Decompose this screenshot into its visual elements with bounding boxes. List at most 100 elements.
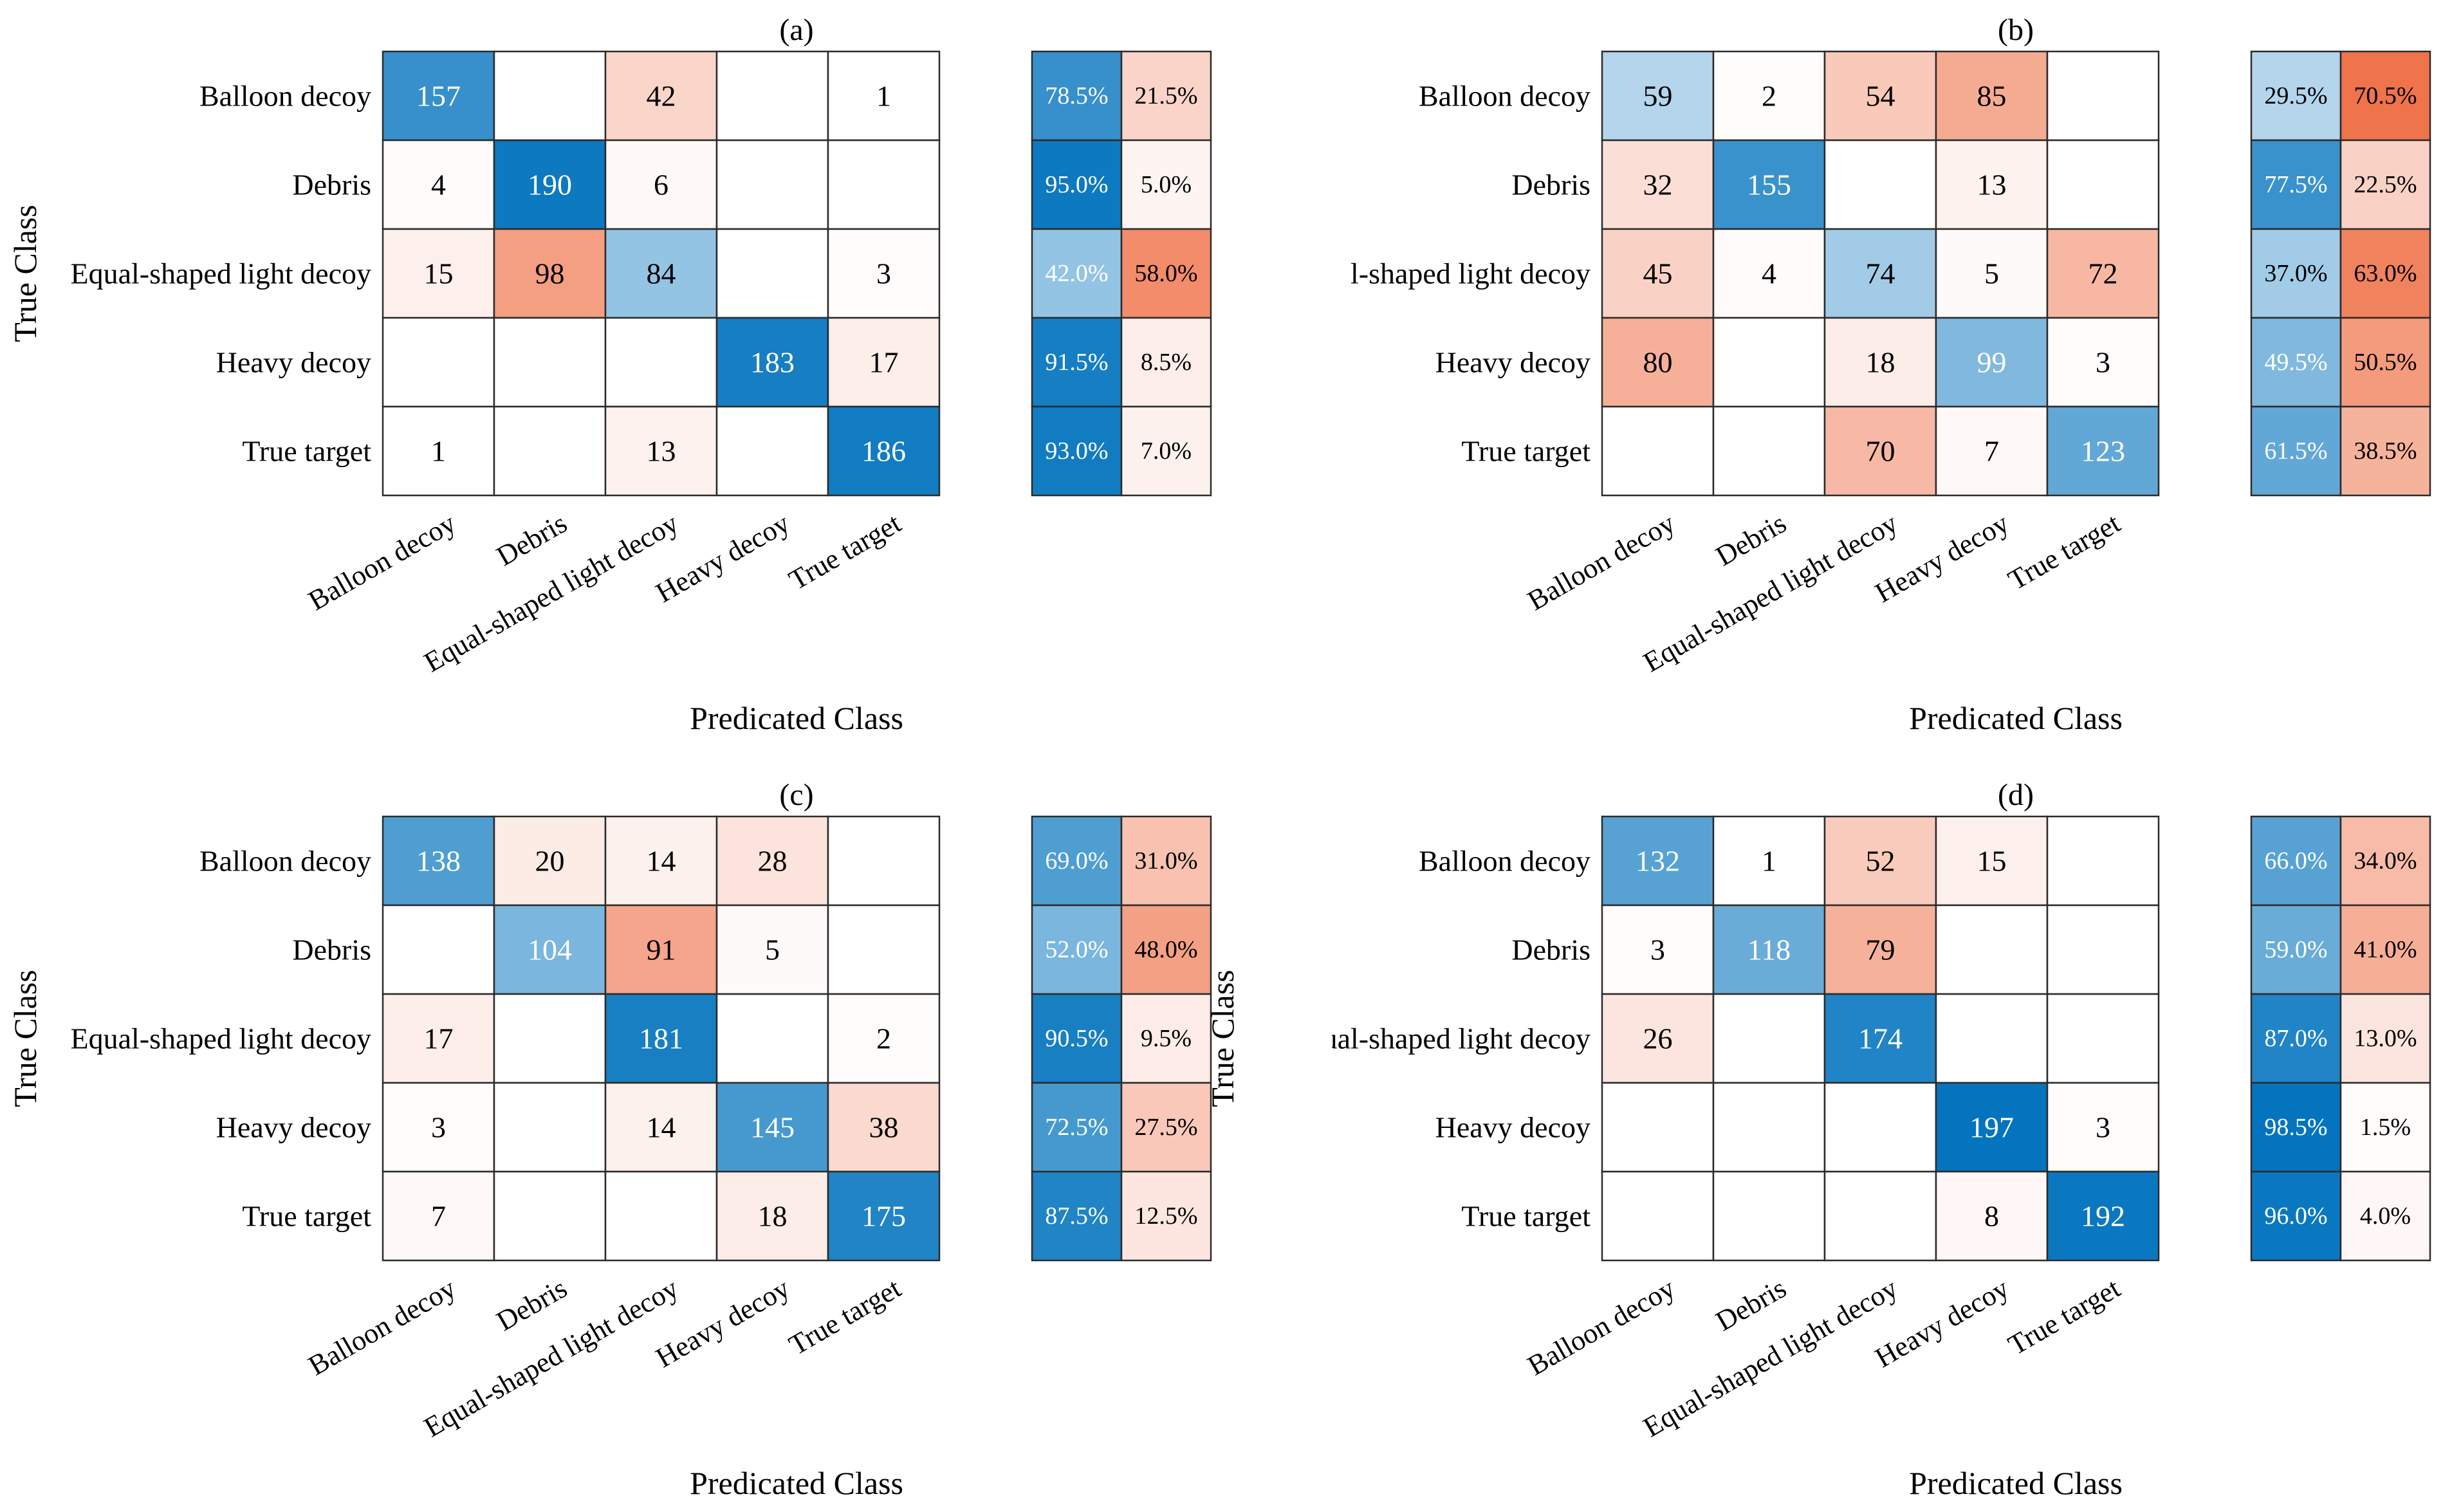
matrix-cell: [382, 405, 495, 497]
matrix-value: 18: [758, 1200, 788, 1233]
matrix-value: 91: [647, 934, 676, 966]
matrix-cell: [1712, 317, 1826, 408]
panel-2: 59 2 54 85 32 155 13 45 4 74 5 72 80 18 99 3 70 7 123 29.5%…: [1351, 13, 2431, 736]
matrix-value: 1: [431, 435, 446, 468]
matrix-value: 15: [424, 257, 454, 290]
column-label: Debris: [1710, 1272, 1791, 1337]
error-rate-value: 34.0%: [2354, 847, 2417, 874]
matrix-value: 2: [876, 1022, 891, 1055]
recall-value: 77.5%: [2264, 171, 2327, 198]
matrix-value: 190: [528, 169, 572, 201]
matrix-cell: [1601, 228, 1715, 319]
row-label: Heavy decoy: [1435, 346, 1590, 379]
matrix-cell: [1935, 317, 2049, 408]
recall-cell: [2250, 1170, 2342, 1262]
recall-cell: [2250, 139, 2342, 230]
matrix-value: 186: [862, 435, 906, 468]
row-label: Balloon decoy: [199, 845, 371, 878]
matrix-value: 1: [876, 80, 891, 113]
error-rate-value: 70.5%: [2354, 82, 2417, 109]
matrix-value: 3: [2096, 1111, 2110, 1144]
error-rate-value: 9.5%: [1141, 1025, 1192, 1052]
error-rate-cell: [1120, 993, 1212, 1084]
row-label: Balloon decoy: [199, 80, 371, 113]
matrix-value: 123: [2081, 435, 2125, 468]
matrix-value: 3: [431, 1111, 446, 1144]
matrix-cell: [1823, 1170, 1937, 1262]
error-rate-cell: [2339, 228, 2431, 319]
matrix-cell: [1823, 1082, 1937, 1173]
matrix-cell: [2046, 1170, 2160, 1262]
matrix-cell: [1823, 993, 1937, 1084]
matrix-cell: [493, 1082, 607, 1173]
matrix-cell: [493, 1170, 607, 1262]
matrix-cell: [2046, 50, 2160, 142]
matrix-cell: [827, 405, 941, 497]
recall-cell: [1031, 993, 1123, 1084]
matrix-value: 175: [862, 1200, 906, 1233]
recall-cell: [2250, 904, 2342, 995]
column-label: Debris: [491, 1272, 572, 1337]
matrix-cell: [827, 228, 941, 319]
recall-cell: [1031, 815, 1123, 907]
error-rate-cell: [2339, 815, 2431, 907]
error-rate-cell: [2339, 317, 2431, 408]
matrix-value: 85: [1977, 80, 2007, 113]
error-rate-cell: [2339, 993, 2431, 1084]
matrix-cell: [1712, 405, 1826, 497]
recall-cell: [2250, 50, 2342, 142]
matrix-cell: [1712, 815, 1826, 907]
row-label: True target: [1461, 435, 1590, 468]
matrix-cell: [2046, 904, 2160, 995]
matrix-cell: [827, 993, 941, 1084]
matrix-value: 79: [1866, 934, 1895, 966]
row-label: Debris: [1511, 169, 1590, 201]
matrix-cell: [827, 1082, 941, 1173]
recall-cell: [1031, 50, 1123, 142]
matrix-value: 5: [1984, 257, 1999, 290]
matrix-value: 118: [1747, 934, 1791, 966]
column-label: True target: [784, 507, 907, 596]
matrix-cell: [827, 50, 941, 142]
matrix-cell: [827, 904, 941, 995]
matrix-value: 3: [2096, 346, 2110, 379]
matrix-value: 192: [2081, 1200, 2125, 1233]
matrix-cell: [827, 815, 941, 907]
matrix-cell: [1712, 993, 1826, 1084]
recall-value: 69.0%: [1045, 847, 1108, 874]
recall-cell: [2250, 815, 2342, 907]
matrix-value: 13: [1977, 169, 2007, 201]
matrix-value: 54: [1866, 80, 1895, 113]
matrix-cell: [604, 317, 718, 408]
matrix-cell: [1601, 139, 1715, 230]
matrix-value: 183: [750, 346, 795, 379]
matrix-cell: [715, 904, 829, 995]
error-rate-value: 27.5%: [1134, 1114, 1197, 1141]
panel-title: (b): [1998, 13, 2034, 47]
error-rate-cell: [1120, 139, 1212, 230]
recall-value: 93.0%: [1045, 438, 1108, 465]
x-axis-label: Predicated Class: [1909, 1465, 2123, 1501]
matrix-value: 6: [654, 169, 668, 201]
matrix-cell: [1935, 1170, 2049, 1262]
column-label: True target: [2003, 1272, 2126, 1361]
error-rate-cell: [1120, 815, 1212, 907]
column-label: Debris: [491, 507, 572, 572]
panel-title: (a): [779, 13, 813, 47]
matrix-cell: [715, 405, 829, 497]
error-rate-cell: [1120, 228, 1212, 319]
matrix-cell: [604, 993, 718, 1084]
recall-cell: [2250, 317, 2342, 408]
matrix-cell: [604, 1170, 718, 1262]
row-label: Heavy decoy: [1435, 1111, 1590, 1144]
recall-cell: [1031, 228, 1123, 319]
matrix-value: 2: [1762, 80, 1776, 113]
matrix-cell: [604, 405, 718, 497]
row-label: True target: [1461, 1200, 1590, 1233]
matrix-value: 98: [535, 257, 565, 290]
row-label: True target: [242, 1200, 371, 1233]
matrix-value: 197: [1969, 1111, 2014, 1144]
recall-value: 37.0%: [2264, 260, 2327, 287]
matrix-value: 157: [416, 80, 461, 113]
